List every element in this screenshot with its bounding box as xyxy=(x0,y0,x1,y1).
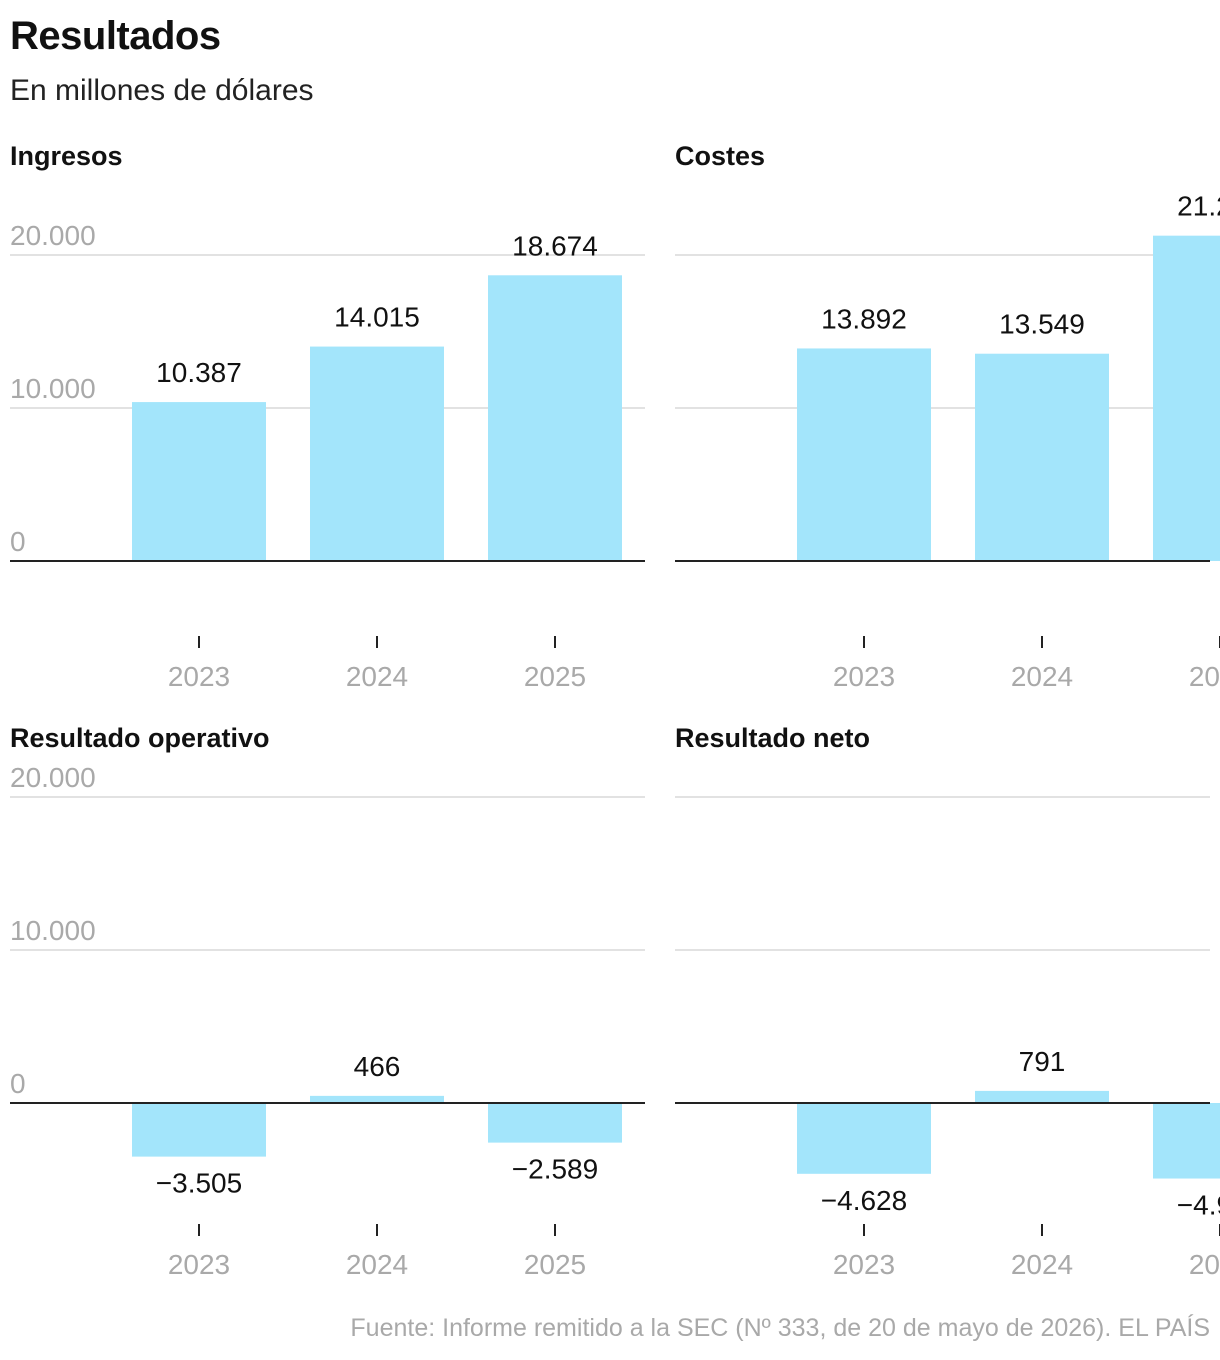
bar xyxy=(310,346,444,561)
value-label: −4.937 xyxy=(1177,1190,1220,1221)
value-label: 21.263 xyxy=(1177,191,1220,222)
bar xyxy=(797,348,931,561)
value-label: −3.505 xyxy=(156,1168,242,1199)
x-tick-label: 2023 xyxy=(168,661,230,692)
panel-title: Resultado operativo xyxy=(10,723,270,753)
panel-title: Costes xyxy=(675,141,765,171)
bar xyxy=(975,353,1109,561)
value-label: 18.674 xyxy=(512,230,598,261)
chart-title: Resultados xyxy=(10,14,221,58)
value-label: 13.892 xyxy=(821,303,907,334)
source-note: Fuente: Informe remitido a la SEC (Nº 33… xyxy=(350,1314,1210,1342)
x-tick-label: 2025 xyxy=(524,1249,586,1280)
x-tick-label: 2023 xyxy=(833,1249,895,1280)
x-tick-label: 2025 xyxy=(524,661,586,692)
y-tick-label: 10.000 xyxy=(10,373,96,404)
y-tick-label: 20.000 xyxy=(10,762,96,793)
panel-title: Resultado neto xyxy=(675,723,870,753)
value-label: 13.549 xyxy=(999,309,1085,340)
bar xyxy=(1153,1103,1220,1179)
y-tick-label: 0 xyxy=(10,526,26,557)
bar xyxy=(488,275,622,561)
y-tick-label: 0 xyxy=(10,1068,26,1099)
y-tick-label: 10.000 xyxy=(10,915,96,946)
bar xyxy=(132,402,266,561)
x-tick-label: 2024 xyxy=(1011,661,1073,692)
bar xyxy=(1153,235,1220,562)
value-label: 791 xyxy=(1019,1046,1066,1077)
bar xyxy=(132,1103,266,1157)
bar xyxy=(310,1095,444,1103)
bar xyxy=(975,1090,1109,1103)
x-tick-label: 2023 xyxy=(168,1249,230,1280)
x-tick-label: 2025 xyxy=(1189,661,1220,692)
x-tick-label: 2023 xyxy=(833,661,895,692)
x-tick-label: 2024 xyxy=(1011,1249,1073,1280)
x-tick-label: 2025 xyxy=(1189,1249,1220,1280)
value-label: −4.628 xyxy=(821,1185,907,1216)
bar xyxy=(488,1103,622,1143)
x-tick-label: 2024 xyxy=(346,1249,408,1280)
value-label: 466 xyxy=(354,1051,401,1082)
value-label: −2.589 xyxy=(512,1154,598,1185)
x-tick-label: 2024 xyxy=(346,661,408,692)
panel-title: Ingresos xyxy=(10,141,123,171)
y-tick-label: 20.000 xyxy=(10,220,96,251)
value-label: 14.015 xyxy=(334,302,420,333)
value-label: 10.387 xyxy=(156,357,242,388)
chart-subtitle: En millones de dólares xyxy=(10,74,314,107)
bar xyxy=(797,1103,931,1174)
